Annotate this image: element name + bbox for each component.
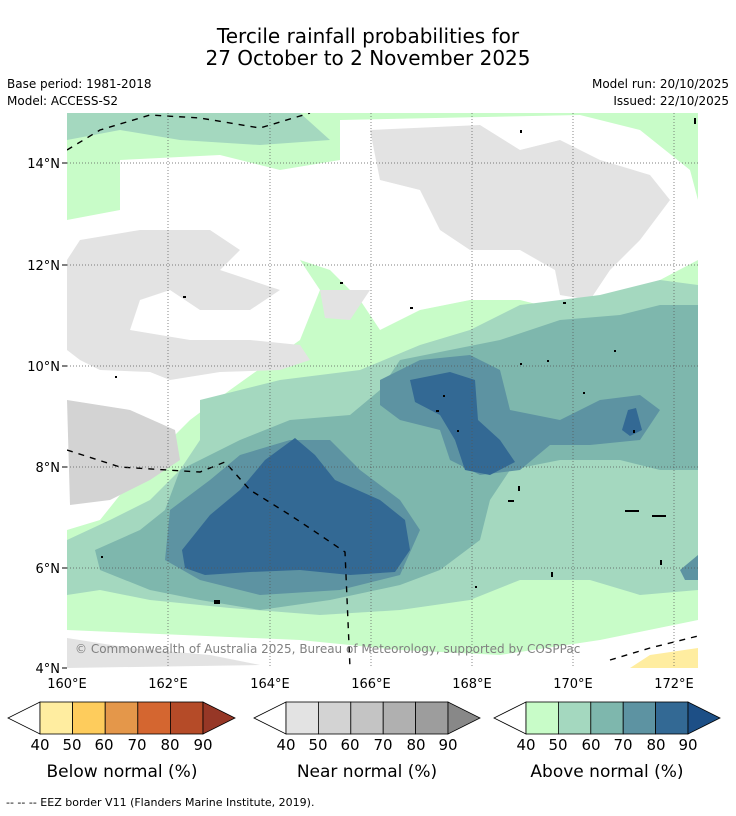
cbar-tick: 90 <box>438 736 457 754</box>
below-normal-label: Below normal (%) <box>46 762 198 782</box>
near-normal-label: Near normal (%) <box>296 762 438 782</box>
lon-label: 166°E <box>351 677 391 692</box>
issued-date: Issued: 22/10/2025 <box>613 94 729 108</box>
model-name: Model: ACCESS-S2 <box>7 94 119 108</box>
islands <box>101 118 696 604</box>
cbar-tick: 90 <box>193 736 212 754</box>
region-below-40-southeast <box>630 648 698 668</box>
title-line-1: Tercile rainfall probabilities for <box>216 24 520 48</box>
colorbar-min-extension <box>7 701 41 735</box>
region-near-40-west <box>67 230 310 380</box>
region-above-50-north <box>67 113 330 145</box>
title-line-2: 27 October to 2 November 2025 <box>205 46 531 70</box>
colorbar-below-normal <box>7 701 236 735</box>
region-above-80-small <box>622 408 642 436</box>
colorbar-segment <box>415 701 449 735</box>
colorbar-segment <box>350 701 384 735</box>
cbar-tick: 50 <box>308 736 327 754</box>
colorbar-segment <box>317 701 352 735</box>
axis-ticks <box>62 162 67 669</box>
base-period: Base period: 1981-2018 <box>7 77 152 91</box>
lat-label: 6°N <box>36 562 61 577</box>
region-no-dominant-south <box>67 620 698 668</box>
lon-label: 162°E <box>148 677 188 692</box>
eez-borders <box>67 113 698 668</box>
region-near-40-north <box>370 125 670 300</box>
region-above-80-east <box>410 372 515 475</box>
cbar-tick: 60 <box>581 736 600 754</box>
colorbar-segment <box>104 701 139 735</box>
region-above-70-edge <box>680 555 698 580</box>
cbar-tick: 40 <box>516 736 535 754</box>
cbar-tick: 80 <box>646 736 665 754</box>
lat-label: 14°N <box>27 157 60 172</box>
copyright-text: © Commonwealth of Australia 2025, Bureau… <box>75 642 580 656</box>
colorbar-above-normal <box>493 701 721 735</box>
lon-label: 172°E <box>654 677 694 692</box>
region-near-40-center <box>320 290 370 320</box>
cbar-tick: 50 <box>548 736 567 754</box>
colorbar-near-normal <box>253 701 481 735</box>
cbar-tick: 80 <box>160 736 179 754</box>
colorbar-segment <box>590 701 624 735</box>
region-near-50-west <box>67 400 180 505</box>
lat-label: 8°N <box>36 461 61 476</box>
cbar-tick: 50 <box>62 736 81 754</box>
region-near-40-south <box>67 638 260 668</box>
colorbar-max-extension <box>202 701 236 735</box>
lat-label: 12°N <box>27 259 60 274</box>
colorbar-segment <box>285 701 319 735</box>
eez-border-southeast <box>609 635 698 661</box>
colorbar-segment <box>622 701 657 735</box>
cbar-tick: 60 <box>340 736 359 754</box>
lon-label: 164°E <box>250 677 290 692</box>
cbar-tick: 80 <box>406 736 425 754</box>
cbar-tick: 70 <box>373 736 392 754</box>
lat-label: 4°N <box>36 662 61 677</box>
colorbar-min-extension <box>493 701 527 735</box>
colorbar-segment <box>382 701 417 735</box>
colorbar-segment <box>72 701 106 735</box>
colorbar-segment <box>137 701 171 735</box>
cbar-tick: 40 <box>30 736 49 754</box>
cbar-tick: 40 <box>276 736 295 754</box>
cbar-tick: 70 <box>127 736 146 754</box>
colorbar-max-extension <box>687 701 721 735</box>
lon-label: 160°E <box>47 677 87 692</box>
colorbar-segment <box>169 701 204 735</box>
colorbar-max-extension <box>447 701 481 735</box>
model-run: Model run: 20/10/2025 <box>591 77 729 91</box>
region-above-80-center <box>182 438 410 575</box>
forecast-map: © Commonwealth of Australia 2025, Bureau… <box>67 113 698 668</box>
graticule <box>67 113 698 668</box>
colorbar-ticks: 40 50 60 70 80 90 40 50 60 70 80 90 40 5… <box>30 736 697 754</box>
colorbar-segment <box>558 701 592 735</box>
eez-legend: -- -- -- EEZ border V11 (Flanders Marine… <box>6 796 315 809</box>
eez-border-center <box>67 449 351 668</box>
lon-label: 168°E <box>452 677 492 692</box>
cbar-tick: 60 <box>94 736 113 754</box>
lat-label: 10°N <box>27 360 60 375</box>
colorbar-segment <box>525 701 559 735</box>
above-normal-label: Above normal (%) <box>530 762 684 782</box>
cbar-tick: 70 <box>613 736 632 754</box>
longitude-labels: 160°E 162°E 164°E 166°E 168°E 170°E 172°… <box>47 677 694 692</box>
colorbar-segment <box>39 701 73 735</box>
colorbar-segment <box>655 701 689 735</box>
lon-label: 170°E <box>553 677 593 692</box>
colorbar-min-extension <box>253 701 287 735</box>
latitude-labels: 14°N 12°N 10°N 8°N 6°N 4°N <box>27 157 60 677</box>
cbar-tick: 90 <box>678 736 697 754</box>
